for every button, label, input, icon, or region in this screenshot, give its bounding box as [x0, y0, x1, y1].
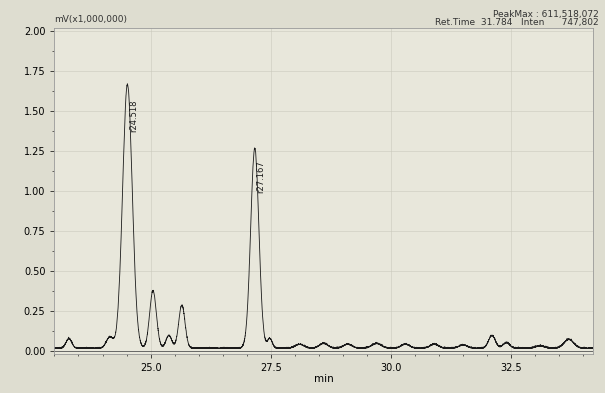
Text: PeakMax : 611,518,072: PeakMax : 611,518,072	[493, 10, 599, 19]
Text: r24.518: r24.518	[129, 100, 139, 132]
Text: r27.167: r27.167	[257, 161, 266, 193]
Text: Ret.Time  31.784   Inten      747,802: Ret.Time 31.784 Inten 747,802	[436, 18, 599, 27]
Text: mV(x1,000,000): mV(x1,000,000)	[54, 15, 128, 24]
X-axis label: min: min	[314, 374, 333, 384]
